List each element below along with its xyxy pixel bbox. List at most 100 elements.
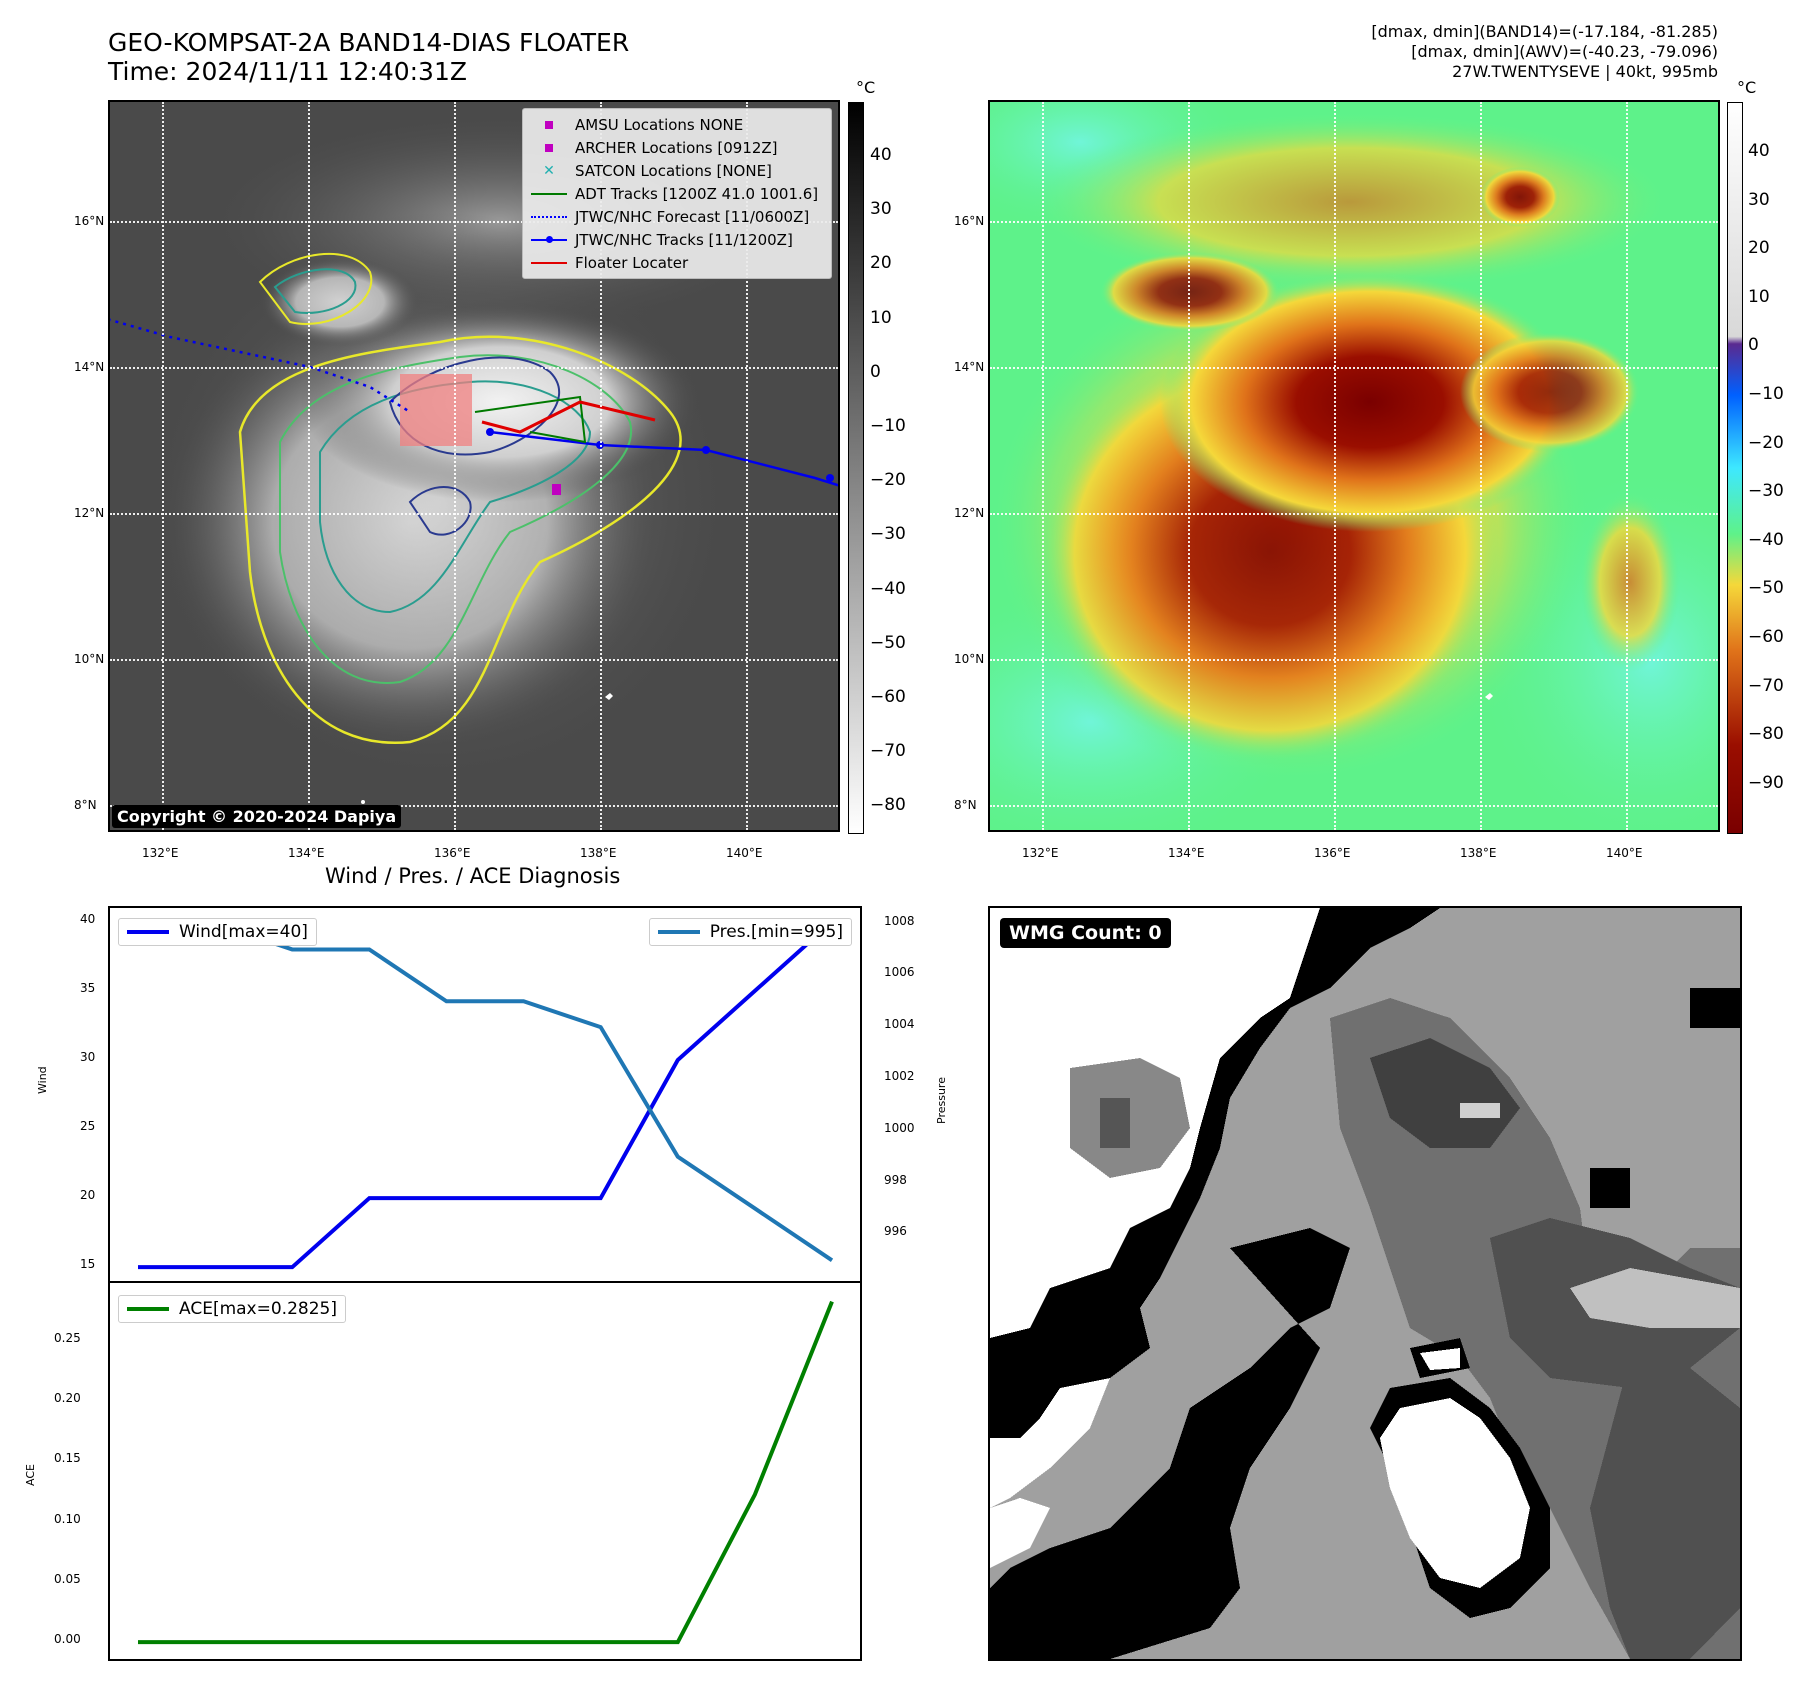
storm-info: 27W.TWENTYSEVE | 40kt, 995mb	[1452, 62, 1718, 81]
colorbar-tick: 40	[1748, 141, 1770, 161]
enhanced-ir-imagery	[990, 102, 1718, 830]
lon-label: 134°E	[1168, 846, 1205, 860]
lat-label: 10°N	[74, 652, 105, 666]
pressure-tick: 996	[884, 1224, 907, 1239]
wind-axis-label: Wind	[36, 1066, 49, 1094]
diagnosis-title: Wind / Pres. / ACE Diagnosis	[325, 864, 621, 888]
colorbar-tick: −70	[1748, 675, 1784, 696]
colorbar-tick: 30	[870, 199, 892, 220]
ace-tick: 0.25	[54, 1330, 81, 1345]
colorbar-tick: −30	[1748, 481, 1784, 502]
ace-tick: 0.20	[54, 1391, 81, 1406]
legend-adt: ADT Tracks [1200Z 41.0 1001.6]	[531, 182, 823, 205]
lon-label: 138°E	[1460, 846, 1497, 860]
pressure-tick: 1002	[884, 1068, 915, 1083]
colorbar-tick: 30	[1748, 189, 1770, 210]
ace-tick: 0.15	[54, 1451, 81, 1466]
enhanced-ir-map-panel	[988, 100, 1720, 832]
lat-label: 16°N	[954, 214, 985, 228]
ace-legend: ACE[max=0.2825]	[118, 1295, 346, 1323]
ir-map-panel: AMSU Locations NONE ARCHER Locations [09…	[108, 100, 840, 832]
right-colorbar-unit: °C	[1737, 78, 1757, 97]
colorbar-tick: −60	[1748, 627, 1784, 647]
colorbar-tick: −20	[1748, 432, 1784, 453]
band14-range: [dmax, dmin](BAND14)=(-17.184, -81.285)	[1371, 22, 1718, 41]
legend-amsu: AMSU Locations NONE	[531, 113, 823, 136]
awv-range: [dmax, dmin](AWV)=(-40.23, -79.096)	[1411, 42, 1718, 61]
legend-jtwc-tracks: JTWC/NHC Tracks [11/1200Z]	[531, 228, 823, 251]
colorbar-tick: −50	[870, 632, 906, 653]
figure-time: Time: 2024/11/11 12:40:31Z	[108, 57, 467, 86]
ir-map-imagery	[110, 112, 838, 804]
lon-label: 140°E	[726, 846, 763, 860]
map-legend: AMSU Locations NONE ARCHER Locations [09…	[522, 108, 832, 279]
wind-series-line	[138, 920, 834, 1270]
right-colorbar	[1727, 102, 1743, 834]
colorbar-tick: −10	[1748, 384, 1784, 404]
colorbar-tick: −10	[870, 416, 906, 436]
lon-label: 136°E	[434, 846, 471, 860]
ace-axis-label: ACE	[24, 1464, 37, 1486]
ace-line	[138, 1300, 834, 1645]
colorbar-tick: −80	[870, 795, 906, 816]
lon-label: 136°E	[1314, 846, 1351, 860]
pressure-tick: 1008	[884, 913, 915, 928]
colorbar-tick: −20	[870, 470, 906, 491]
ace-plot: ACE[max=0.2825]	[108, 1281, 862, 1661]
colorbar-tick: 0	[1748, 335, 1759, 356]
wmg-imagery	[990, 908, 1740, 1659]
lon-label: 132°E	[142, 846, 179, 860]
colorbar-tick: −40	[870, 578, 906, 599]
colorbar-tick: −70	[870, 741, 906, 762]
figure-title: GEO-KOMPSAT-2A BAND14-DIAS FLOATER	[108, 28, 630, 57]
ace-tick: 0.00	[54, 1632, 81, 1647]
ace-tick: 0.05	[54, 1571, 81, 1586]
left-colorbar	[848, 102, 864, 834]
legend-archer: ARCHER Locations [0912Z]	[531, 136, 823, 159]
colorbar-tick: −50	[1748, 578, 1784, 599]
colorbar-tick: −40	[1748, 529, 1784, 550]
ace-series-line	[138, 1300, 834, 1645]
pressure-axis-label: Pressure	[935, 1077, 948, 1124]
colorbar-tick: 10	[1748, 286, 1770, 307]
lat-label: 10°N	[954, 652, 985, 666]
lon-label: 138°E	[580, 846, 617, 860]
colorbar-tick: −30	[870, 524, 906, 545]
pressure-series-line	[138, 921, 834, 1262]
legend-satcon: ✕ SATCON Locations [NONE]	[543, 161, 772, 180]
lat-label: 16°N	[74, 214, 105, 228]
colorbar-tick: 20	[1748, 238, 1770, 259]
wind-tick: 40	[80, 911, 96, 926]
colorbar-tick: 0	[870, 361, 881, 382]
lat-label: 12°N	[954, 506, 985, 520]
wmg-count-badge: WMG Count: 0	[1000, 918, 1171, 948]
colorbar-tick: −80	[1748, 724, 1784, 745]
colorbar-tick: −90	[1748, 772, 1784, 793]
wind-legend: Wind[max=40]	[118, 918, 317, 946]
lat-label: 12°N	[74, 506, 105, 520]
legend-jtwc-forecast: JTWC/NHC Forecast [11/0600Z]	[531, 205, 823, 228]
lat-label: 14°N	[954, 360, 985, 374]
wmg-panel: WMG Count: 0	[988, 906, 1742, 1661]
lon-label: 132°E	[1022, 846, 1059, 860]
pressure-tick: 998	[884, 1172, 907, 1187]
lat-label: 14°N	[74, 360, 105, 374]
pressure-tick: 1004	[884, 1017, 915, 1032]
lon-label: 134°E	[288, 846, 325, 860]
pressure-tick: 1006	[884, 965, 915, 980]
wind-tick: 25	[80, 1119, 96, 1134]
lat-label: 8°N	[74, 798, 97, 812]
wind-tick: 20	[80, 1188, 96, 1203]
wind-pressure-plot: Wind[max=40] Pres.[min=995]	[108, 906, 862, 1283]
legend-floater: Floater Locater	[531, 251, 823, 274]
wind-tick: 15	[80, 1257, 96, 1272]
wind-pressure-lines	[138, 920, 834, 1270]
left-colorbar-unit: °C	[856, 78, 876, 97]
colorbar-tick: −60	[870, 687, 906, 707]
pressure-legend: Pres.[min=995]	[648, 918, 852, 946]
colorbar-tick: 20	[870, 253, 892, 274]
copyright-badge: Copyright © 2020-2024 Dapiya	[112, 805, 402, 828]
lat-label: 8°N	[954, 798, 977, 812]
lon-label: 140°E	[1606, 846, 1643, 860]
wind-tick: 35	[80, 980, 96, 995]
